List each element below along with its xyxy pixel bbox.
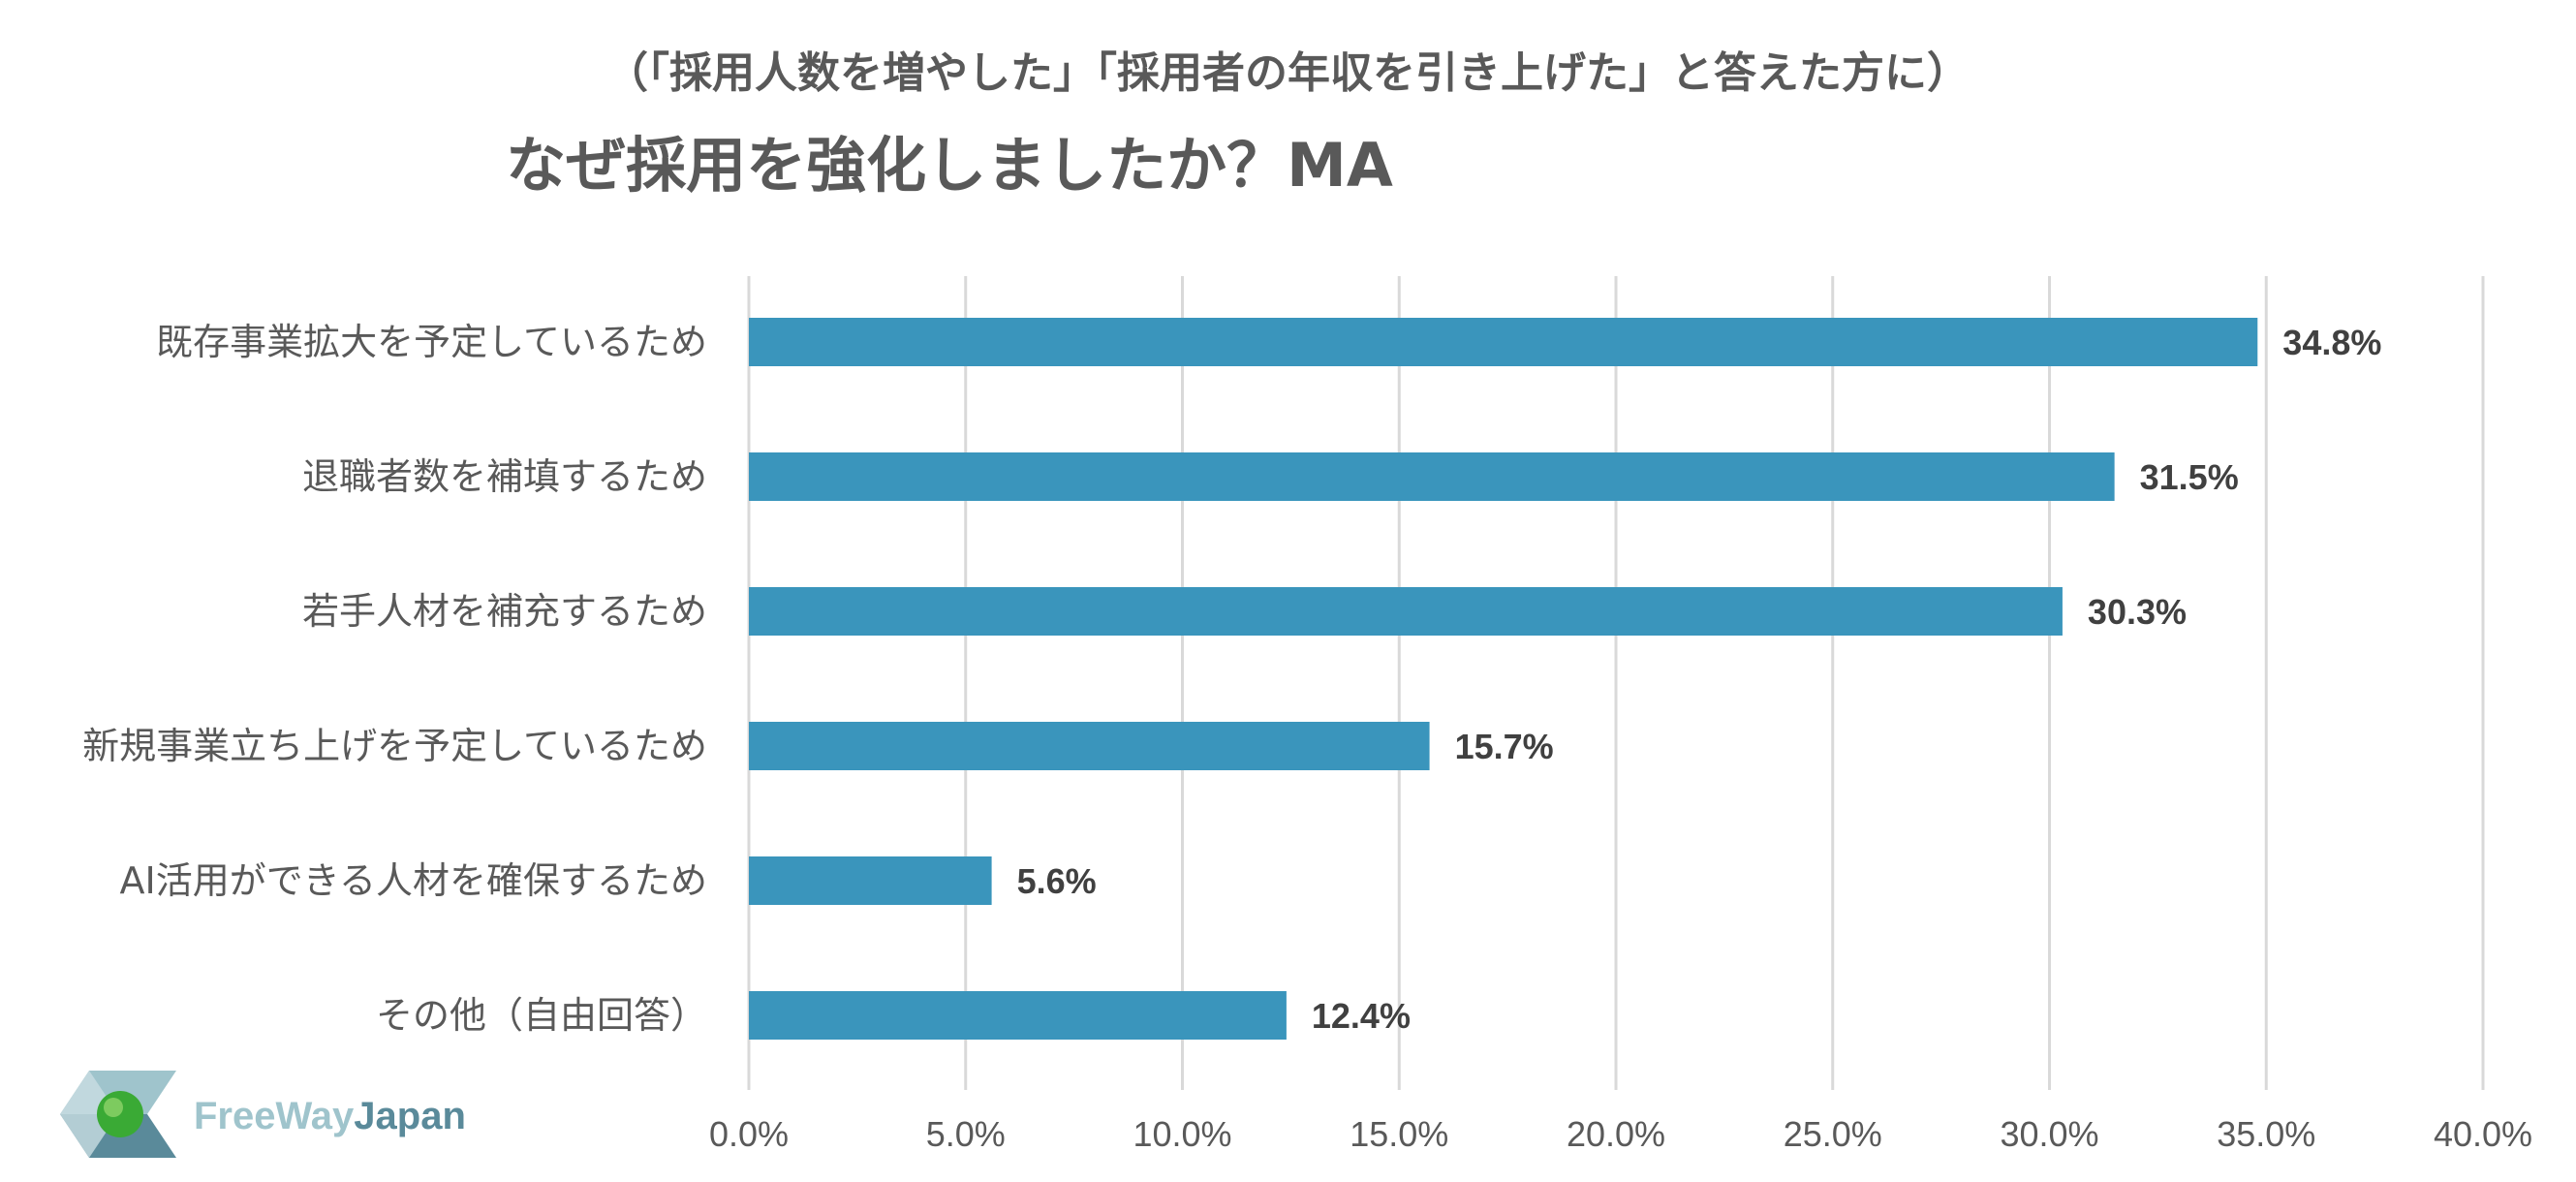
x-tick-label-2: 10.0%	[1133, 1114, 1231, 1154]
x-tick-label-6: 30.0%	[2000, 1114, 2098, 1154]
category-label-1: 退職者数を補填するため	[302, 455, 707, 498]
data-label-3: 15.7%	[1455, 727, 1554, 766]
x-tick-label-7: 35.0%	[2217, 1114, 2315, 1154]
data-label-2: 30.3%	[2088, 592, 2187, 632]
category-label-4: AI活用ができる人材を確保するため	[120, 859, 707, 902]
x-tick-label-5: 25.0%	[1784, 1114, 1882, 1154]
bar-5	[749, 991, 1287, 1040]
category-label-3: 新規事業立ち上げを予定しているため	[82, 725, 707, 767]
x-axis-tick-labels: 0.0% 5.0% 10.0% 15.0% 20.0% 25.0% 30.0% 35.0% 40…	[709, 1114, 2532, 1154]
logo-text-freeway: FreeWay	[194, 1095, 355, 1137]
category-labels: 既存事業拡大を予定しているため退職者数を補填するため若手人材を補充するため新規事…	[82, 321, 707, 1037]
gridlines	[747, 276, 2485, 1090]
category-label-0: 既存事業拡大を予定しているため	[156, 321, 707, 363]
data-labels: 34.8% 31.5% 30.3% 15.7% 5.6% 12.4%	[1017, 323, 2382, 1036]
x-tick-label-4: 20.0%	[1567, 1114, 1665, 1154]
x-tick-label-3: 15.0%	[1350, 1114, 1448, 1154]
data-label-4: 5.6%	[1017, 861, 1097, 901]
logo-icon	[60, 1071, 176, 1158]
data-label-1: 31.5%	[2140, 457, 2239, 497]
data-label-0: 34.8%	[2282, 323, 2381, 362]
bar-1	[749, 452, 2115, 501]
data-label-5: 12.4%	[1312, 996, 1411, 1036]
svg-text:FreeWayJapan: FreeWayJapan	[194, 1095, 466, 1137]
bars	[749, 318, 2258, 1040]
x-tick-label-8: 40.0%	[2434, 1114, 2532, 1154]
chart-title: なぜ採用を強化しましたか？MA	[506, 130, 1393, 201]
bar-0	[749, 318, 2258, 366]
chart-subtitle: （「採用人数を増やした」「採用者の年収を引き上げた」と答えた方に）	[605, 48, 1970, 98]
x-tick-label-0: 0.0%	[709, 1114, 789, 1154]
bar-2	[749, 587, 2063, 636]
bar-4	[749, 856, 992, 905]
x-tick-label-1: 5.0%	[926, 1114, 1006, 1154]
freeway-japan-logo: FreeWayJapan	[60, 1071, 466, 1158]
category-label-2: 若手人材を補充するため	[302, 590, 707, 633]
category-label-5: その他（自由回答）	[376, 994, 707, 1037]
bar-3	[749, 722, 1430, 770]
logo-text-japan: Japan	[354, 1095, 466, 1137]
